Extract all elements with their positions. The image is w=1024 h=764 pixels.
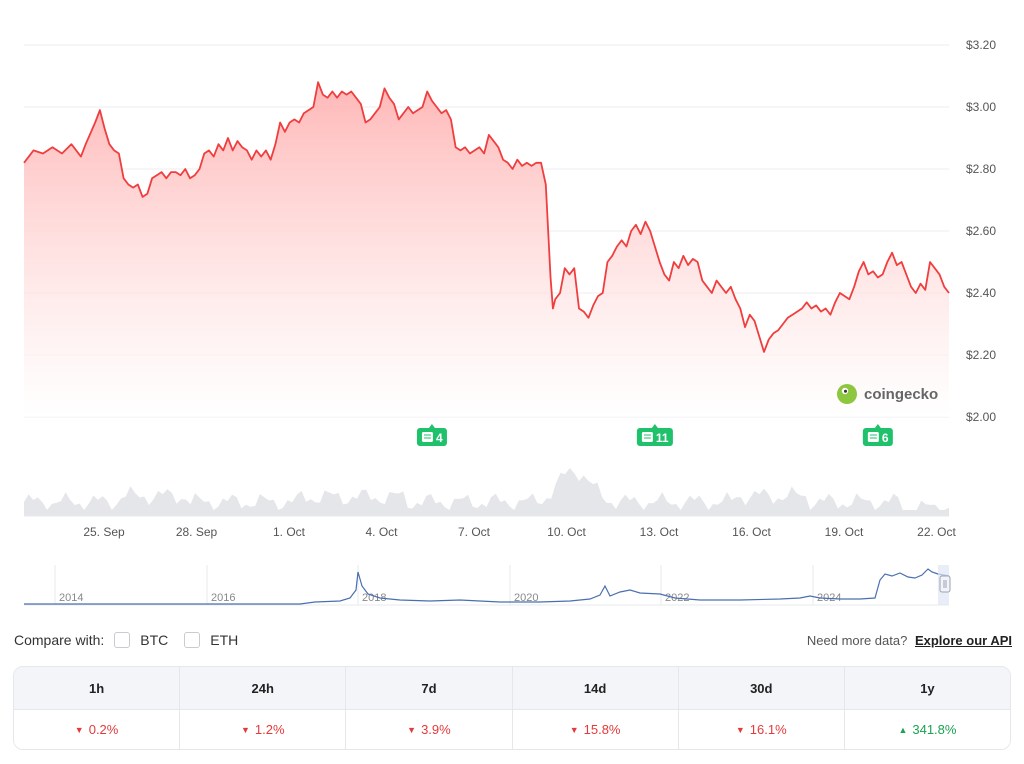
y-tick-label: $2.80 xyxy=(966,162,996,176)
change-value: 15.8% xyxy=(583,722,621,737)
news-icon xyxy=(421,432,433,442)
price-chart[interactable]: $2.00 $2.20 $2.40 $2.60 $2.80 $3.00 $3.20 coin… xyxy=(0,0,1024,560)
performance-change: ▼ 16.1% xyxy=(679,710,845,749)
navigator-line xyxy=(24,568,950,605)
navigator-background xyxy=(24,565,949,605)
x-tick-label: 22. Oct xyxy=(917,525,956,539)
performance-period: 1h xyxy=(14,667,181,709)
x-axis: 25. Sep 28. Sep 1. Oct 4. Oct 7. Oct 10. Oct 1… xyxy=(83,525,956,539)
news-count: 6 xyxy=(882,431,889,445)
caret-up-icon: ▲ xyxy=(898,724,908,735)
performance-change: ▼ 0.2% xyxy=(14,710,181,749)
performance-header-row: 1h 24h 7d 14d 30d 1y xyxy=(14,667,1010,709)
price-area xyxy=(24,82,949,417)
navigator-tick-label: 2016 xyxy=(211,592,235,604)
compare-label: Compare with: xyxy=(14,632,105,648)
news-marker[interactable]: 11 xyxy=(636,424,673,446)
compare-eth-option[interactable]: ETH xyxy=(184,632,238,648)
performance-change: ▼ 15.8% xyxy=(513,710,679,749)
news-count: 4 xyxy=(436,431,443,445)
btc-checkbox[interactable] xyxy=(114,632,131,648)
news-icon xyxy=(641,432,653,442)
x-tick-label: 16. Oct xyxy=(732,525,771,539)
btc-label: BTC xyxy=(140,632,169,648)
coingecko-watermark: coingecko xyxy=(837,384,938,404)
navigator-tick-label: 2018 xyxy=(362,592,386,604)
explore-api-link[interactable]: Explore our API xyxy=(914,632,1012,648)
caret-down-icon: ▼ xyxy=(569,724,579,735)
caret-down-icon: ▼ xyxy=(407,724,417,735)
api-promo: Need more data? Explore our API xyxy=(807,633,1012,648)
performance-change: ▼ 1.2% xyxy=(180,710,347,749)
x-tick-label: 25. Sep xyxy=(83,525,125,539)
y-tick-label: $3.00 xyxy=(966,100,996,114)
volume-area xyxy=(24,467,949,516)
change-value: 0.2% xyxy=(88,722,119,737)
news-markers[interactable]: 4 11 6 xyxy=(416,424,893,446)
compare-btc-option[interactable]: BTC xyxy=(114,632,168,648)
watermark-text: coingecko xyxy=(864,386,938,403)
y-tick-label: $2.20 xyxy=(966,348,996,362)
compare-bar: Compare with: BTC ETH Need more data? Ex… xyxy=(14,629,1012,651)
performance-period: 14d xyxy=(513,667,679,709)
y-tick-label: $2.60 xyxy=(966,224,996,238)
y-tick-label: $3.20 xyxy=(966,38,996,52)
x-tick-label: 28. Sep xyxy=(176,525,218,539)
x-tick-label: 7. Oct xyxy=(458,525,491,539)
navigator-tick-label: 2014 xyxy=(59,592,83,604)
caret-down-icon: ▼ xyxy=(240,724,250,735)
navigator-handle[interactable] xyxy=(939,575,951,593)
x-tick-label: 4. Oct xyxy=(365,525,398,539)
performance-change: ▼ 3.9% xyxy=(346,710,513,749)
x-tick-label: 19. Oct xyxy=(825,525,864,539)
performance-period: 30d xyxy=(679,667,845,709)
news-icon xyxy=(867,432,879,442)
api-prompt: Need more data? xyxy=(806,632,908,648)
change-value: 16.1% xyxy=(749,722,787,737)
y-axis: $2.00 $2.20 $2.40 $2.60 $2.80 $3.00 $3.20 xyxy=(966,38,996,424)
news-marker[interactable]: 6 xyxy=(862,424,893,446)
x-tick-label: 10. Oct xyxy=(547,525,586,539)
x-tick-label: 13. Oct xyxy=(640,525,679,539)
navigator-tick-label: 2020 xyxy=(514,592,538,604)
eth-checkbox[interactable] xyxy=(184,632,201,648)
price-line[interactable] xyxy=(23,81,950,353)
eth-label: ETH xyxy=(210,632,239,648)
news-count: 11 xyxy=(656,431,669,445)
change-value: 3.9% xyxy=(421,722,451,737)
x-tick-label: 1. Oct xyxy=(273,525,306,539)
y-tick-label: $2.40 xyxy=(966,286,996,300)
caret-down-icon: ▼ xyxy=(735,724,745,735)
volume-bars xyxy=(24,467,949,517)
news-marker[interactable]: 4 xyxy=(416,424,447,446)
performance-change: ▲ 341.8% xyxy=(845,710,1010,749)
range-navigator[interactable]: 2014 2016 2018 2020 2022 2024 xyxy=(0,560,1024,610)
performance-table: 1h 24h 7d 14d 30d 1y ▼ 0.2% ▼ 1.2% ▼ 3.9% ▼ 15.8% ▼ 16… xyxy=(13,666,1011,750)
navigator-ticks: 2014 2016 2018 2020 2022 2024 xyxy=(54,565,841,605)
change-value: 341.8% xyxy=(912,722,957,737)
performance-period: 1y xyxy=(920,680,935,696)
gecko-logo-icon xyxy=(837,384,857,404)
caret-down-icon: ▼ xyxy=(74,724,84,735)
performance-period: 7d xyxy=(346,667,513,709)
change-value: 1.2% xyxy=(254,722,285,737)
y-tick-label: $2.00 xyxy=(966,410,996,424)
performance-value-row: ▼ 0.2% ▼ 1.2% ▼ 3.9% ▼ 15.8% ▼ 16.1% ▲ 341.8% xyxy=(14,709,1010,749)
performance-period: 24h xyxy=(180,667,347,709)
